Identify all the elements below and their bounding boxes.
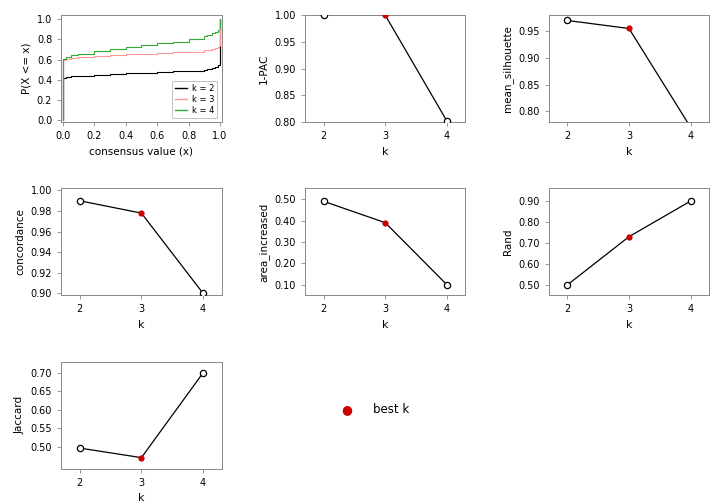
X-axis label: k: k <box>626 147 632 157</box>
X-axis label: k: k <box>382 147 389 157</box>
X-axis label: k: k <box>626 320 632 330</box>
Y-axis label: mean_silhouette: mean_silhouette <box>502 25 513 112</box>
X-axis label: k: k <box>382 320 389 330</box>
X-axis label: k: k <box>138 493 145 503</box>
Text: ●: ● <box>341 403 352 416</box>
Y-axis label: Jaccard: Jaccard <box>15 396 25 434</box>
Legend: k = 2, k = 3, k = 4: k = 2, k = 3, k = 4 <box>171 81 217 118</box>
Y-axis label: Rand: Rand <box>503 229 513 255</box>
Text: best k: best k <box>374 403 410 416</box>
X-axis label: consensus value (x): consensus value (x) <box>89 147 194 157</box>
X-axis label: k: k <box>138 320 145 330</box>
Y-axis label: 1-PAC: 1-PAC <box>259 53 269 84</box>
Y-axis label: area_increased: area_increased <box>258 202 269 282</box>
Y-axis label: P(X <= x): P(X <= x) <box>22 43 31 94</box>
Y-axis label: concordance: concordance <box>15 209 25 275</box>
